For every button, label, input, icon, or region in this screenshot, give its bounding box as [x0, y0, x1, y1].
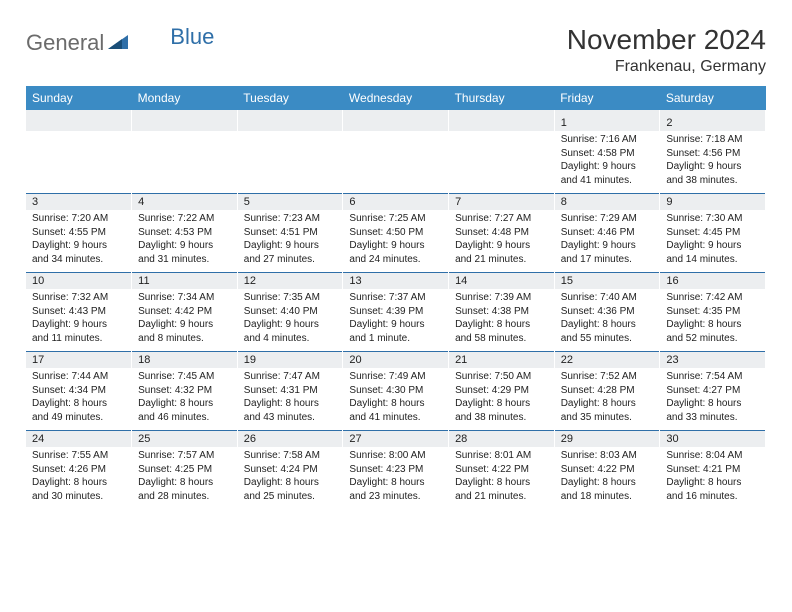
day-number-cell: 14	[449, 273, 555, 290]
col-tuesday: Tuesday	[237, 86, 343, 110]
day-detail-cell: Sunrise: 7:49 AMSunset: 4:30 PMDaylight:…	[343, 368, 449, 431]
day-detail-cell	[343, 131, 449, 194]
week-daynum-row: 3456789	[26, 194, 766, 211]
week-daynum-row: 10111213141516	[26, 273, 766, 290]
day-number-cell: 12	[237, 273, 343, 290]
week-detail-row: Sunrise: 7:32 AMSunset: 4:43 PMDaylight:…	[26, 289, 766, 352]
day-detail-cell: Sunrise: 7:44 AMSunset: 4:34 PMDaylight:…	[26, 368, 132, 431]
day-detail-cell: Sunrise: 7:55 AMSunset: 4:26 PMDaylight:…	[26, 447, 132, 509]
calendar-table: Sunday Monday Tuesday Wednesday Thursday…	[26, 86, 766, 509]
col-monday: Monday	[132, 86, 238, 110]
day-detail-cell: Sunrise: 7:47 AMSunset: 4:31 PMDaylight:…	[237, 368, 343, 431]
day-number-cell: 8	[554, 194, 660, 211]
day-number-cell: 29	[554, 431, 660, 448]
day-number-cell: 10	[26, 273, 132, 290]
day-detail-cell: Sunrise: 8:03 AMSunset: 4:22 PMDaylight:…	[554, 447, 660, 509]
day-number-cell: 13	[343, 273, 449, 290]
day-detail-cell: Sunrise: 7:27 AMSunset: 4:48 PMDaylight:…	[449, 210, 555, 273]
week-detail-row: Sunrise: 7:20 AMSunset: 4:55 PMDaylight:…	[26, 210, 766, 273]
logo-text-blue: Blue	[170, 24, 214, 50]
day-number-cell	[343, 115, 449, 131]
day-detail-cell: Sunrise: 8:00 AMSunset: 4:23 PMDaylight:…	[343, 447, 449, 509]
day-number-cell: 1	[554, 115, 660, 131]
day-number-cell	[132, 115, 238, 131]
day-number-cell: 15	[554, 273, 660, 290]
day-number-cell: 7	[449, 194, 555, 211]
day-number-cell: 9	[660, 194, 766, 211]
day-detail-cell: Sunrise: 7:50 AMSunset: 4:29 PMDaylight:…	[449, 368, 555, 431]
month-title: November 2024	[567, 24, 766, 56]
day-number-cell: 22	[554, 352, 660, 369]
day-detail-cell: Sunrise: 7:58 AMSunset: 4:24 PMDaylight:…	[237, 447, 343, 509]
col-wednesday: Wednesday	[343, 86, 449, 110]
day-detail-cell	[237, 131, 343, 194]
week-daynum-row: 12	[26, 115, 766, 131]
title-block: November 2024 Frankenau, Germany	[567, 24, 766, 76]
day-number-cell	[26, 115, 132, 131]
day-number-cell: 5	[237, 194, 343, 211]
week-daynum-row: 17181920212223	[26, 352, 766, 369]
day-detail-cell: Sunrise: 7:42 AMSunset: 4:35 PMDaylight:…	[660, 289, 766, 352]
day-detail-cell: Sunrise: 7:40 AMSunset: 4:36 PMDaylight:…	[554, 289, 660, 352]
weekday-header-row: Sunday Monday Tuesday Wednesday Thursday…	[26, 86, 766, 110]
col-sunday: Sunday	[26, 86, 132, 110]
col-thursday: Thursday	[449, 86, 555, 110]
day-detail-cell: Sunrise: 7:54 AMSunset: 4:27 PMDaylight:…	[660, 368, 766, 431]
day-number-cell: 19	[237, 352, 343, 369]
day-detail-cell	[449, 131, 555, 194]
day-detail-cell: Sunrise: 7:30 AMSunset: 4:45 PMDaylight:…	[660, 210, 766, 273]
triangle-icon	[108, 33, 128, 54]
day-detail-cell: Sunrise: 7:34 AMSunset: 4:42 PMDaylight:…	[132, 289, 238, 352]
week-detail-row: Sunrise: 7:16 AMSunset: 4:58 PMDaylight:…	[26, 131, 766, 194]
day-detail-cell: Sunrise: 7:18 AMSunset: 4:56 PMDaylight:…	[660, 131, 766, 194]
day-number-cell: 4	[132, 194, 238, 211]
day-number-cell: 30	[660, 431, 766, 448]
day-detail-cell	[26, 131, 132, 194]
day-number-cell: 26	[237, 431, 343, 448]
day-number-cell: 24	[26, 431, 132, 448]
day-detail-cell: Sunrise: 7:35 AMSunset: 4:40 PMDaylight:…	[237, 289, 343, 352]
day-number-cell: 21	[449, 352, 555, 369]
calendar-body: 12Sunrise: 7:16 AMSunset: 4:58 PMDayligh…	[26, 115, 766, 509]
day-number-cell	[449, 115, 555, 131]
day-detail-cell: Sunrise: 7:20 AMSunset: 4:55 PMDaylight:…	[26, 210, 132, 273]
logo: General Blue	[26, 24, 214, 56]
day-number-cell: 27	[343, 431, 449, 448]
col-saturday: Saturday	[660, 86, 766, 110]
day-detail-cell: Sunrise: 7:22 AMSunset: 4:53 PMDaylight:…	[132, 210, 238, 273]
day-number-cell: 20	[343, 352, 449, 369]
week-detail-row: Sunrise: 7:55 AMSunset: 4:26 PMDaylight:…	[26, 447, 766, 509]
day-detail-cell: Sunrise: 7:23 AMSunset: 4:51 PMDaylight:…	[237, 210, 343, 273]
day-number-cell	[237, 115, 343, 131]
day-number-cell: 23	[660, 352, 766, 369]
logo-text-general: General	[26, 30, 104, 56]
day-number-cell: 3	[26, 194, 132, 211]
day-detail-cell: Sunrise: 7:29 AMSunset: 4:46 PMDaylight:…	[554, 210, 660, 273]
day-detail-cell	[132, 131, 238, 194]
day-number-cell: 17	[26, 352, 132, 369]
day-detail-cell: Sunrise: 7:32 AMSunset: 4:43 PMDaylight:…	[26, 289, 132, 352]
day-detail-cell: Sunrise: 7:37 AMSunset: 4:39 PMDaylight:…	[343, 289, 449, 352]
week-detail-row: Sunrise: 7:44 AMSunset: 4:34 PMDaylight:…	[26, 368, 766, 431]
day-detail-cell: Sunrise: 7:39 AMSunset: 4:38 PMDaylight:…	[449, 289, 555, 352]
day-number-cell: 28	[449, 431, 555, 448]
day-number-cell: 6	[343, 194, 449, 211]
day-detail-cell: Sunrise: 7:45 AMSunset: 4:32 PMDaylight:…	[132, 368, 238, 431]
location-label: Frankenau, Germany	[567, 58, 766, 76]
day-detail-cell: Sunrise: 7:16 AMSunset: 4:58 PMDaylight:…	[554, 131, 660, 194]
day-number-cell: 25	[132, 431, 238, 448]
col-friday: Friday	[554, 86, 660, 110]
day-number-cell: 18	[132, 352, 238, 369]
week-daynum-row: 24252627282930	[26, 431, 766, 448]
day-number-cell: 16	[660, 273, 766, 290]
page-header: General Blue November 2024 Frankenau, Ge…	[26, 24, 766, 76]
day-detail-cell: Sunrise: 7:57 AMSunset: 4:25 PMDaylight:…	[132, 447, 238, 509]
day-detail-cell: Sunrise: 8:01 AMSunset: 4:22 PMDaylight:…	[449, 447, 555, 509]
day-detail-cell: Sunrise: 7:52 AMSunset: 4:28 PMDaylight:…	[554, 368, 660, 431]
calendar-page: General Blue November 2024 Frankenau, Ge…	[0, 0, 792, 533]
day-detail-cell: Sunrise: 8:04 AMSunset: 4:21 PMDaylight:…	[660, 447, 766, 509]
day-number-cell: 2	[660, 115, 766, 131]
day-number-cell: 11	[132, 273, 238, 290]
day-detail-cell: Sunrise: 7:25 AMSunset: 4:50 PMDaylight:…	[343, 210, 449, 273]
